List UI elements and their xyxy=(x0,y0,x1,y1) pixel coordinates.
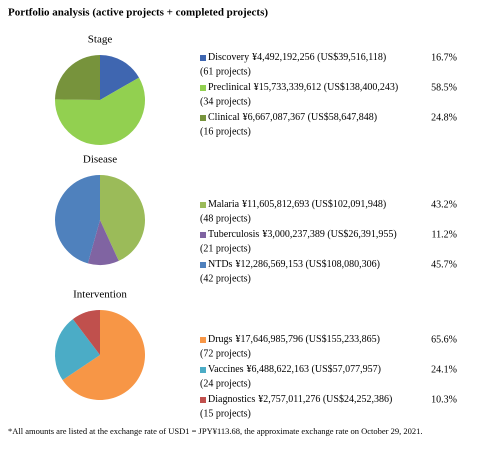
legend-amount: ¥12,286,569,153 (US$108,080,306) xyxy=(235,259,379,270)
legend-percent: 45.7% xyxy=(431,259,457,270)
legend-swatch xyxy=(200,337,206,343)
legend-swatch xyxy=(200,85,206,91)
legend-label: Drugs ¥17,646,985,796 (US$155,233,865) xyxy=(208,334,380,345)
legend-swatch xyxy=(200,55,206,61)
page-title: Portfolio analysis (active projects + co… xyxy=(8,7,268,19)
legend-label: Diagnostics ¥2,757,011,276 (US$24,252,386… xyxy=(208,394,392,405)
legend-amount: ¥17,646,985,796 (US$155,233,865) xyxy=(235,334,379,345)
legend-name: Malaria xyxy=(208,199,240,210)
pie-slice xyxy=(100,175,145,261)
legend-projects: (61 projects) xyxy=(200,66,251,77)
legend-label: Preclinical ¥15,733,339,612 (US$138,400,2… xyxy=(208,82,398,93)
legend-name: Discovery xyxy=(208,52,249,63)
pie-slice xyxy=(54,319,100,381)
pie-slice xyxy=(62,310,145,400)
pie-title: Stage xyxy=(88,34,113,46)
pie-title: Intervention xyxy=(73,289,127,301)
legend-swatch xyxy=(200,367,206,373)
legend-name: Clinical xyxy=(208,112,240,123)
legend-percent: 58.5% xyxy=(431,82,457,93)
legend-percent: 65.6% xyxy=(431,334,457,345)
pie-slice xyxy=(55,55,100,100)
legend-projects: (16 projects) xyxy=(200,126,251,137)
legend-amount: ¥15,733,339,612 (US$138,400,243) xyxy=(254,82,398,93)
legend-swatch xyxy=(200,202,206,208)
legend-name: Diagnostics xyxy=(208,394,255,405)
pie-slice xyxy=(55,77,145,145)
legend-name: Vaccines xyxy=(208,364,244,375)
legend-name: Drugs xyxy=(208,334,233,345)
pie-slice xyxy=(87,220,119,265)
pie-slice xyxy=(54,175,100,264)
legend-projects: (42 projects) xyxy=(200,273,251,284)
legend-projects: (48 projects) xyxy=(200,213,251,224)
legend-swatch xyxy=(200,115,206,121)
legend-amount: ¥3,000,237,389 (US$26,391,955) xyxy=(262,229,396,240)
legend-percent: 43.2% xyxy=(431,199,457,210)
legend-swatch xyxy=(200,397,206,403)
legend-label: Discovery ¥4,492,192,256 (US$39,516,118) xyxy=(208,52,386,63)
pie-title: Disease xyxy=(83,154,117,166)
legend-amount: ¥6,488,622,163 (US$57,077,957) xyxy=(247,364,381,375)
pie-slice xyxy=(72,310,100,355)
legend-name: NTDs xyxy=(208,259,233,270)
legend-percent: 11.2% xyxy=(432,229,457,240)
legend-projects: (24 projects) xyxy=(200,378,251,389)
pie-slice xyxy=(100,55,140,100)
legend-percent: 24.1% xyxy=(431,364,457,375)
legend-label: Vaccines ¥6,488,622,163 (US$57,077,957) xyxy=(208,364,381,375)
legend-projects: (21 projects) xyxy=(200,243,251,254)
legend-projects: (15 projects) xyxy=(200,408,251,419)
legend-label: Malaria ¥11,605,812,693 (US$102,091,948) xyxy=(208,199,386,210)
footnote: *All amounts are listed at the exchange … xyxy=(8,426,423,436)
legend-projects: (34 projects) xyxy=(200,96,251,107)
legend-amount: ¥2,757,011,276 (US$24,252,386) xyxy=(258,394,392,405)
legend-amount: ¥4,492,192,256 (US$39,516,118) xyxy=(252,52,386,63)
legend-label: Tuberculosis ¥3,000,237,389 (US$26,391,95… xyxy=(208,229,397,240)
legend-label: Clinical ¥6,667,087,367 (US$58,647,848) xyxy=(208,112,377,123)
legend-name: Preclinical xyxy=(208,82,251,93)
legend-amount: ¥11,605,812,693 (US$102,091,948) xyxy=(242,199,386,210)
legend-swatch xyxy=(200,232,206,238)
legend-amount: ¥6,667,087,367 (US$58,647,848) xyxy=(243,112,377,123)
legend-percent: 24.8% xyxy=(431,112,457,123)
legend-projects: (72 projects) xyxy=(200,348,251,359)
legend-name: Tuberculosis xyxy=(208,229,259,240)
legend-label: NTDs ¥12,286,569,153 (US$108,080,306) xyxy=(208,259,380,270)
legend-percent: 16.7% xyxy=(431,52,457,63)
legend-swatch xyxy=(200,262,206,268)
legend-percent: 10.3% xyxy=(431,394,457,405)
